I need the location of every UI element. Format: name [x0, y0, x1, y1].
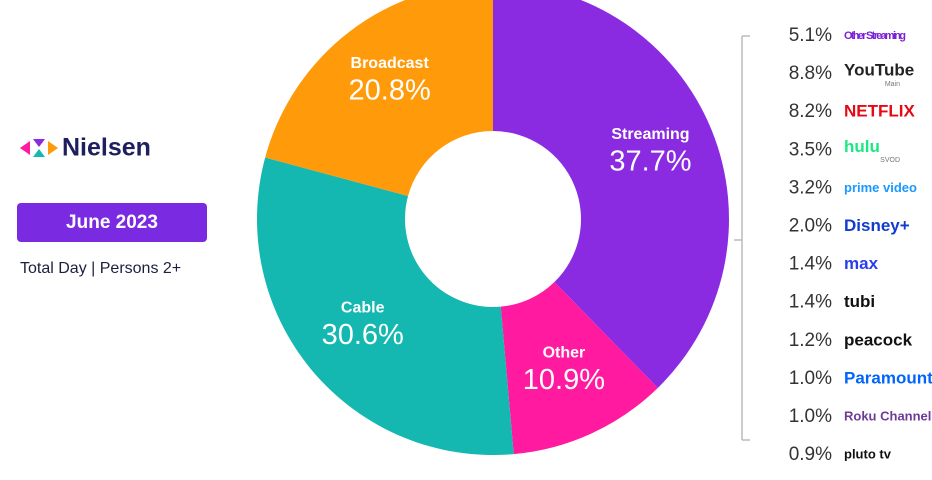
share-value: 1.0%: [789, 368, 832, 389]
slice-value: 30.6%: [322, 319, 404, 351]
share-value: 2.0%: [789, 216, 832, 237]
share-value: 1.4%: [789, 292, 832, 313]
slice-name: Cable: [341, 299, 385, 316]
share-value: 3.5%: [789, 139, 832, 160]
period: June 2023: [66, 212, 158, 233]
share-value: 0.9%: [789, 444, 832, 465]
slice: [493, 0, 729, 388]
slice: [257, 157, 514, 455]
slice-value: 20.8%: [349, 75, 431, 107]
service-name: Paramount+: [844, 368, 932, 387]
share-value: 1.4%: [789, 254, 832, 275]
service-name: peacock: [844, 330, 913, 349]
service-name: Roku Channel: [844, 408, 931, 423]
slice-name: Broadcast: [351, 55, 430, 72]
service-name: hulu: [844, 137, 880, 156]
nielsen-logo: [20, 139, 58, 157]
share-value: 8.8%: [789, 63, 832, 84]
share-value: 8.2%: [789, 101, 832, 122]
brand: Nielsen: [62, 134, 151, 162]
service-name: Disney+: [844, 216, 910, 235]
service-name: YouTube: [844, 61, 914, 80]
slice: [500, 282, 658, 455]
service-name: tubi: [844, 292, 875, 311]
service-sub: Main: [885, 81, 900, 88]
subtitle: Total Day | Persons 2+: [20, 260, 181, 277]
share-value: 3.2%: [789, 177, 832, 198]
share-value: 1.2%: [789, 330, 832, 351]
slice-value: 37.7%: [609, 146, 691, 178]
service-name: pluto tv: [844, 447, 892, 462]
slice-name: Streaming: [611, 126, 689, 143]
slice-name: Other: [543, 345, 586, 362]
service-sub: SVOD: [880, 157, 900, 164]
service-name: Other Streaming: [844, 30, 906, 42]
share-value: 5.1%: [789, 25, 832, 46]
service-name: prime video: [844, 180, 917, 195]
share-value: 1.0%: [789, 406, 832, 427]
slice: [265, 0, 493, 197]
period-pill: [17, 203, 207, 242]
bracket: [734, 35, 750, 441]
service-name: NETFLIX: [844, 102, 915, 121]
service-name: max: [844, 254, 879, 273]
slice-value: 10.9%: [523, 364, 605, 396]
